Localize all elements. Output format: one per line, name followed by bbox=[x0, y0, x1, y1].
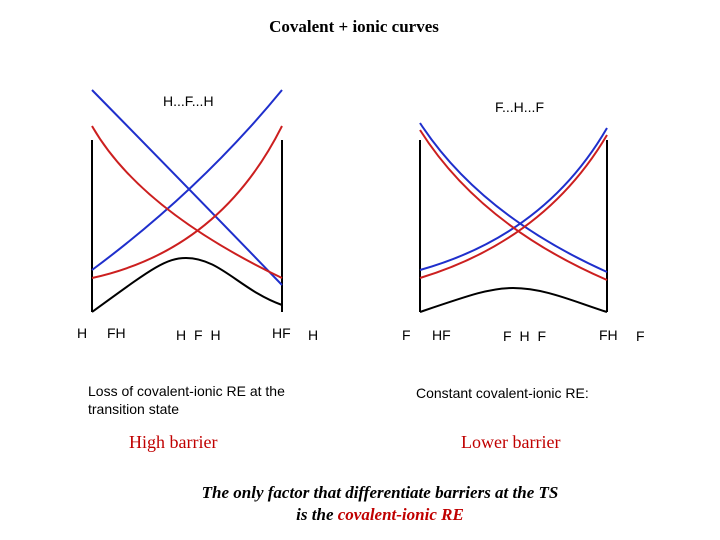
left-caption-line-2: transition state bbox=[88, 401, 180, 417]
conclusion-line-2-prefix: is the bbox=[296, 505, 338, 524]
left-axis-label-1: H bbox=[77, 325, 88, 341]
left-caption: Loss of covalent-ionic RE at the transit… bbox=[88, 382, 348, 418]
right-blue-curve-ascending bbox=[419, 127, 608, 271]
left-blue-curve-ascending bbox=[91, 89, 283, 271]
right-red-curve-descending bbox=[419, 129, 608, 281]
conclusion-text: The only factor that differentiate barri… bbox=[90, 482, 670, 526]
right-axis-label-4: FH bbox=[599, 327, 618, 343]
conclusion-line-2: is the covalent-ionic RE bbox=[90, 504, 670, 526]
left-axis-label-3: H F H bbox=[176, 327, 221, 343]
conclusion-highlight: covalent-ionic RE bbox=[337, 505, 464, 524]
right-panel-header: F...H...F bbox=[495, 99, 544, 115]
right-axis-label-2: HF bbox=[432, 327, 451, 343]
left-blue-curve-descending bbox=[91, 89, 283, 286]
right-black-ground-curve bbox=[419, 286, 608, 313]
left-barrier-label: High barrier bbox=[129, 432, 218, 452]
left-red-curve-descending bbox=[91, 125, 283, 279]
right-axis-label-1: F bbox=[402, 327, 411, 343]
conclusion-line-1: The only factor that differentiate barri… bbox=[201, 483, 559, 502]
right-barrier-label: Lower barrier bbox=[461, 432, 561, 452]
left-red-curve-ascending bbox=[91, 125, 283, 279]
right-axis-label-5: F bbox=[636, 328, 645, 344]
slide-title: Covalent + ionic curves bbox=[269, 17, 439, 36]
left-panel-header: H...F...H bbox=[163, 93, 214, 109]
left-axis-label-2: FH bbox=[107, 325, 126, 341]
right-caption: Constant covalent-ionic RE: bbox=[416, 385, 589, 401]
right-axis-label-3: F H F bbox=[503, 328, 546, 344]
left-caption-line-1: Loss of covalent-ionic RE at the bbox=[88, 383, 285, 399]
left-axis-label-5: H bbox=[308, 327, 319, 343]
left-black-ground-curve bbox=[91, 256, 283, 313]
right-red-curve-ascending bbox=[419, 134, 608, 279]
left-axis-label-4: HF bbox=[272, 325, 291, 341]
right-blue-curve-descending bbox=[419, 122, 608, 273]
